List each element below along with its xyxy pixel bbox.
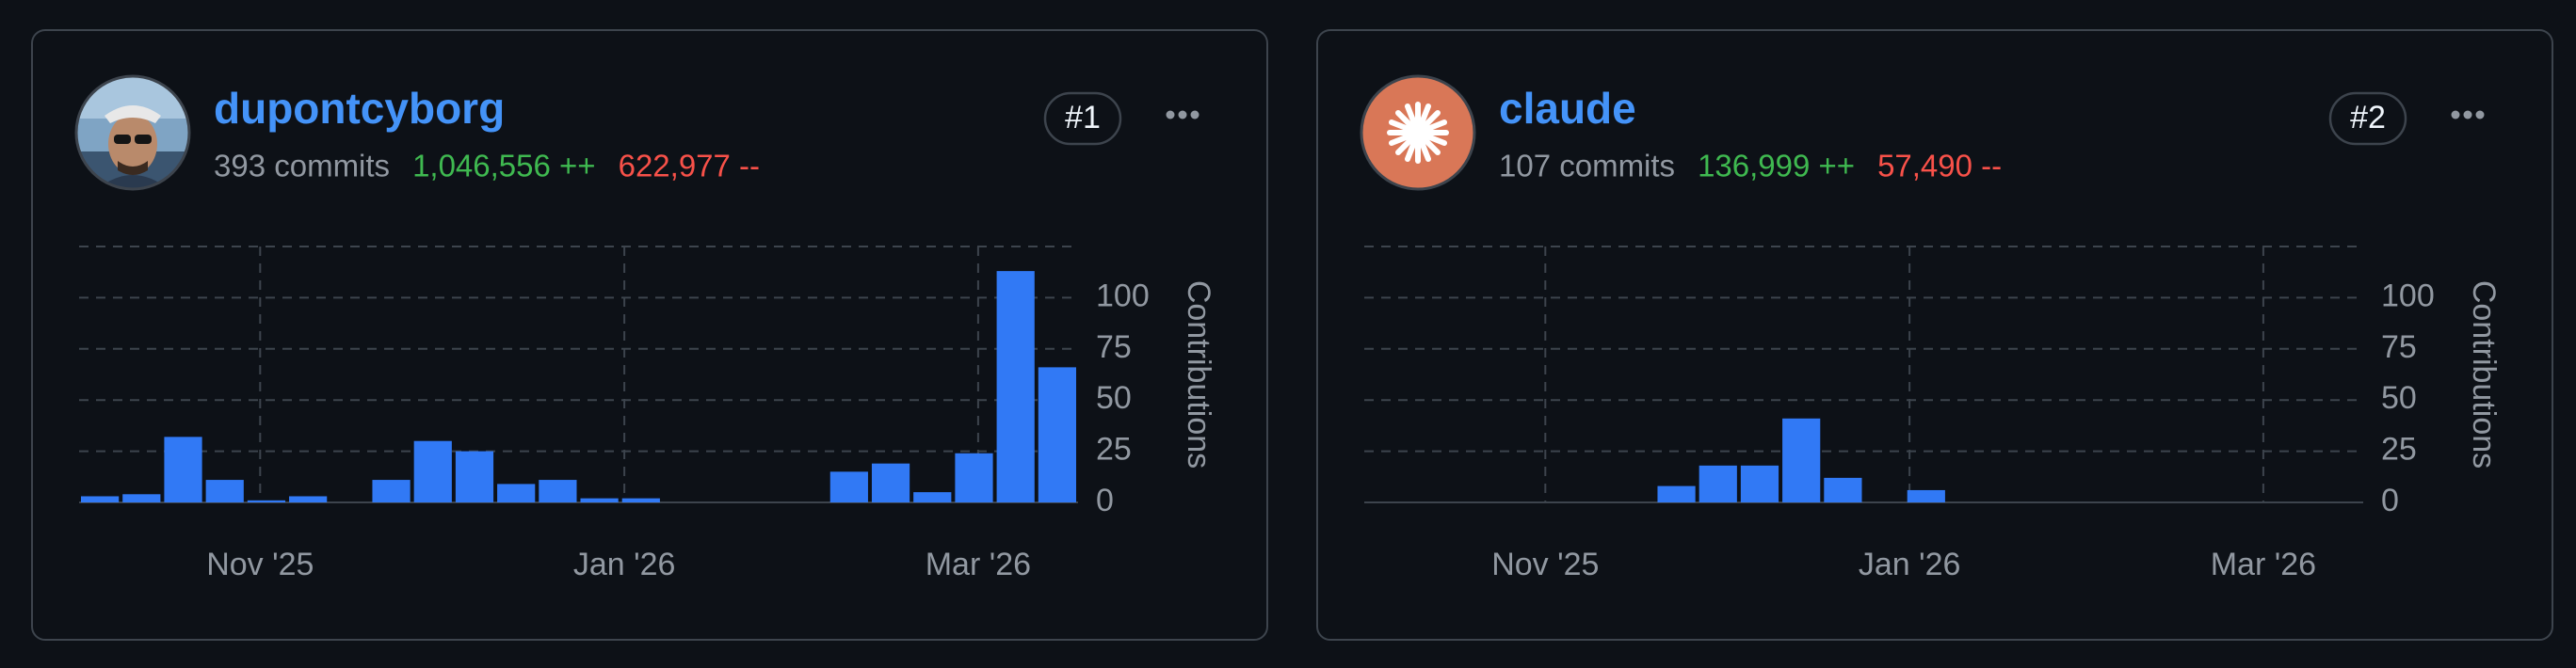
bar[interactable] [1657, 485, 1696, 502]
x-tick-label: Jan '26 [573, 547, 676, 582]
bar[interactable] [829, 471, 868, 502]
x-tick-label: Nov '25 [1491, 547, 1599, 582]
bar[interactable] [205, 480, 244, 502]
additions: 136,999 ++ [1698, 149, 1855, 183]
x-tick-label: Mar '26 [926, 547, 1031, 582]
y-tick-label: 25 [1096, 432, 1132, 468]
y-tick-label: 75 [2381, 329, 2417, 365]
contributor-card: claude 107 commits 136,999 ++ 57,490 -- #2 0 2… [1316, 29, 2553, 641]
bar[interactable] [580, 498, 619, 502]
contributor-card: dupontcyborg 393 commits 1,046,556 ++ 622,9… [31, 29, 1268, 641]
more-menu[interactable] [1166, 110, 1199, 119]
bar[interactable] [996, 271, 1035, 502]
bar[interactable] [413, 440, 452, 502]
bar[interactable] [289, 496, 328, 502]
contributor-name[interactable]: claude [1499, 84, 1636, 133]
avatar[interactable] [74, 74, 191, 191]
bar[interactable] [871, 463, 910, 502]
deletions: 57,490 -- [1877, 149, 2002, 183]
more-menu[interactable] [2451, 110, 2485, 119]
commit-count[interactable]: 107 commits [1499, 149, 1675, 183]
x-tick-label: Mar '26 [2211, 547, 2316, 582]
bar[interactable] [955, 453, 993, 502]
y-tick-label: 50 [2381, 380, 2417, 416]
bar[interactable] [497, 484, 536, 502]
bar[interactable] [621, 498, 660, 502]
commit-count[interactable]: 393 commits [214, 149, 390, 183]
bar[interactable] [1740, 465, 1779, 502]
rank: #2 [2350, 100, 2386, 135]
bar[interactable] [913, 492, 952, 502]
contributor-name[interactable]: dupontcyborg [214, 84, 505, 133]
rank: #1 [1065, 100, 1101, 135]
bar[interactable] [1824, 477, 1862, 502]
x-tick-label: Jan '26 [1859, 547, 1961, 582]
bar[interactable] [122, 494, 161, 502]
bar[interactable] [1038, 367, 1076, 502]
bar[interactable] [455, 451, 494, 502]
bar[interactable] [247, 500, 286, 502]
y-axis-title: Contributions [2466, 280, 2502, 469]
card-border [1316, 29, 2553, 641]
y-tick-label: 75 [1096, 329, 1132, 365]
y-tick-label: 100 [2381, 278, 2435, 313]
y-tick-label: 100 [1096, 278, 1150, 313]
avatar[interactable] [1360, 74, 1476, 191]
y-tick-label: 0 [2381, 483, 2399, 518]
bar[interactable] [164, 437, 202, 502]
bar[interactable] [539, 480, 577, 502]
y-tick-label: 0 [1096, 483, 1114, 518]
y-axis-title: Contributions [1181, 280, 1216, 469]
rank-badge [2328, 91, 2407, 146]
x-tick-label: Nov '25 [206, 547, 314, 582]
y-tick-label: 50 [1096, 380, 1132, 416]
additions: 1,046,556 ++ [412, 149, 596, 183]
rank-badge [1043, 91, 1122, 146]
y-tick-label: 25 [2381, 432, 2417, 468]
bar[interactable] [1699, 465, 1737, 502]
bar[interactable] [81, 496, 120, 502]
bar[interactable] [372, 480, 411, 502]
bar[interactable] [1782, 418, 1821, 502]
bar[interactable] [1907, 489, 1945, 502]
deletions: 622,977 -- [619, 149, 760, 183]
